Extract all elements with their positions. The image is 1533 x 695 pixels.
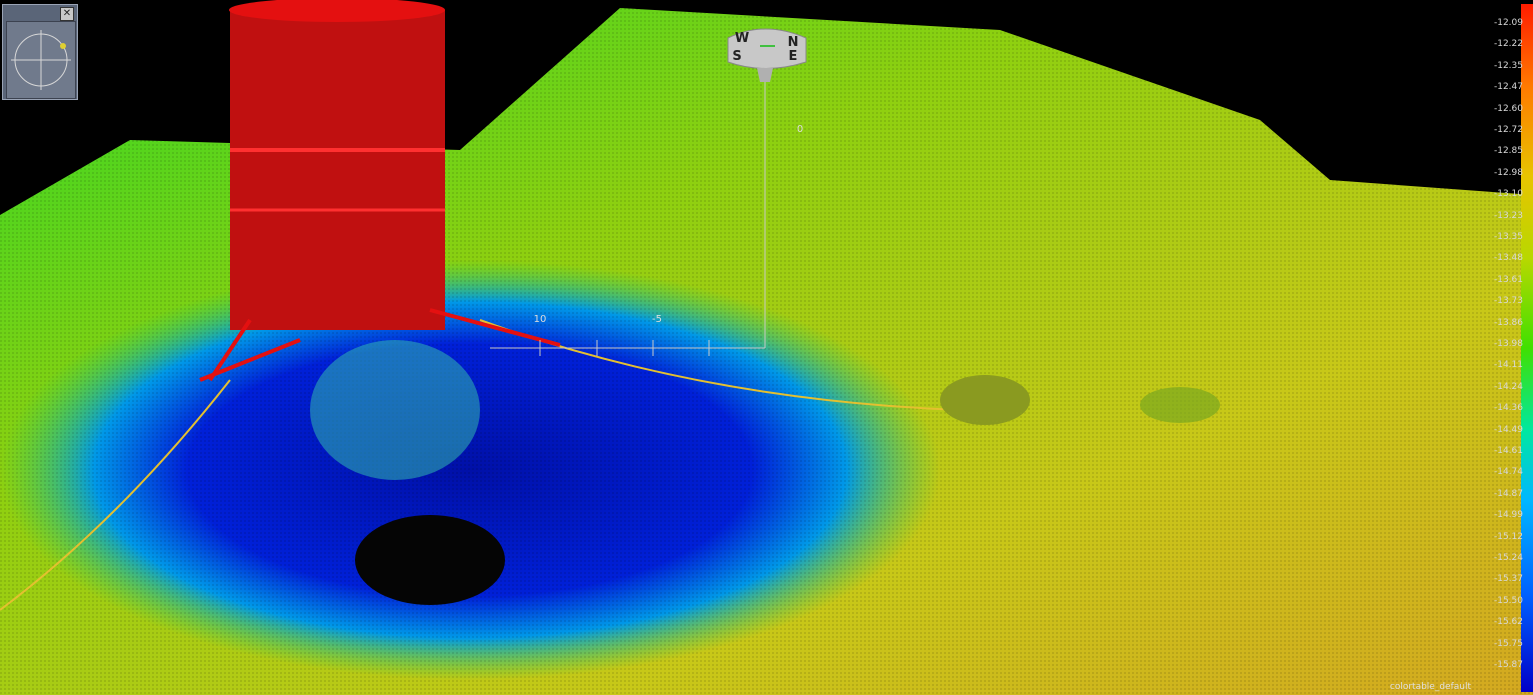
colorbar-tick: -14.74 — [1493, 467, 1523, 478]
axis-label-0: 0 — [797, 124, 803, 135]
crosshair-icon — [11, 30, 71, 90]
compass-n-label: N — [788, 32, 799, 47]
camera-position-icon — [60, 43, 66, 49]
colorbar-tick: -12.09 — [1493, 18, 1523, 28]
seabed-mound — [940, 375, 1030, 425]
colorbar-tick: -13.86 — [1493, 317, 1523, 328]
cable — [0, 379, 231, 611]
axis-grid: 10 -5 0 — [490, 80, 803, 356]
colorbar-tick: -15.24 — [1493, 553, 1523, 563]
colorbar-tick: -12.22 — [1493, 39, 1523, 50]
colorbar-tick: -14.24 — [1493, 381, 1523, 392]
colorbar-tick: -13.73 — [1493, 296, 1523, 307]
compass-s-label: S — [732, 49, 741, 64]
navigator-view[interactable] — [6, 21, 76, 99]
colorbar-tick: -13.35 — [1493, 232, 1523, 242]
colorbar-tick: -13.61 — [1493, 274, 1523, 285]
debris-object — [355, 515, 505, 605]
colorbar-tick: -14.87 — [1493, 488, 1523, 499]
colorbar-tick: -12.60 — [1493, 103, 1523, 114]
colorbar-tick: -12.47 — [1493, 82, 1523, 93]
colorbar-tick: -15.87 — [1493, 660, 1523, 670]
colorbar-tick: -13.48 — [1493, 253, 1523, 264]
axis-label-neg5: -5 — [652, 314, 662, 325]
colorbar-tick: -13.98 — [1493, 339, 1523, 349]
colorbar-tick: -15.37 — [1493, 574, 1523, 585]
colorbar-tick: -12.98 — [1493, 167, 1523, 178]
colorbar-tick: -12.72 — [1493, 125, 1523, 135]
colorbar-tick: -14.49 — [1493, 424, 1523, 435]
navigator-panel[interactable]: ✕ — [2, 4, 78, 100]
axis-label-10: 10 — [534, 314, 547, 325]
colorbar-tick: -15.62 — [1493, 617, 1523, 628]
compass-e-label: E — [789, 49, 798, 64]
compass-w-label: W — [735, 31, 749, 46]
colorbar-tick: -14.61 — [1493, 446, 1523, 456]
colorbar-tick: -14.11 — [1493, 360, 1523, 371]
colorbar-tick: -15.75 — [1493, 638, 1523, 649]
colorbar-tick: -14.99 — [1493, 510, 1523, 521]
colorbar-tick: -12.85 — [1493, 146, 1523, 157]
monopile-structure — [199, 0, 561, 480]
close-icon[interactable]: ✕ — [60, 7, 74, 21]
colorbar-tick: -13.23 — [1493, 210, 1523, 221]
depth-colorbar — [1521, 4, 1533, 692]
colorbar-tick: -12.35 — [1493, 60, 1523, 71]
colortable-label: colortable_default — [1389, 682, 1471, 692]
colorbar-tick: -14.36 — [1493, 403, 1523, 414]
colorbar-tick: -15.50 — [1493, 595, 1523, 606]
colorbar-tick: -13.10 — [1493, 189, 1523, 200]
colorbar-tick: -15.12 — [1493, 531, 1523, 542]
compass-badge[interactable]: W N S E — [727, 28, 807, 82]
seabed-mound-small — [1140, 387, 1220, 423]
